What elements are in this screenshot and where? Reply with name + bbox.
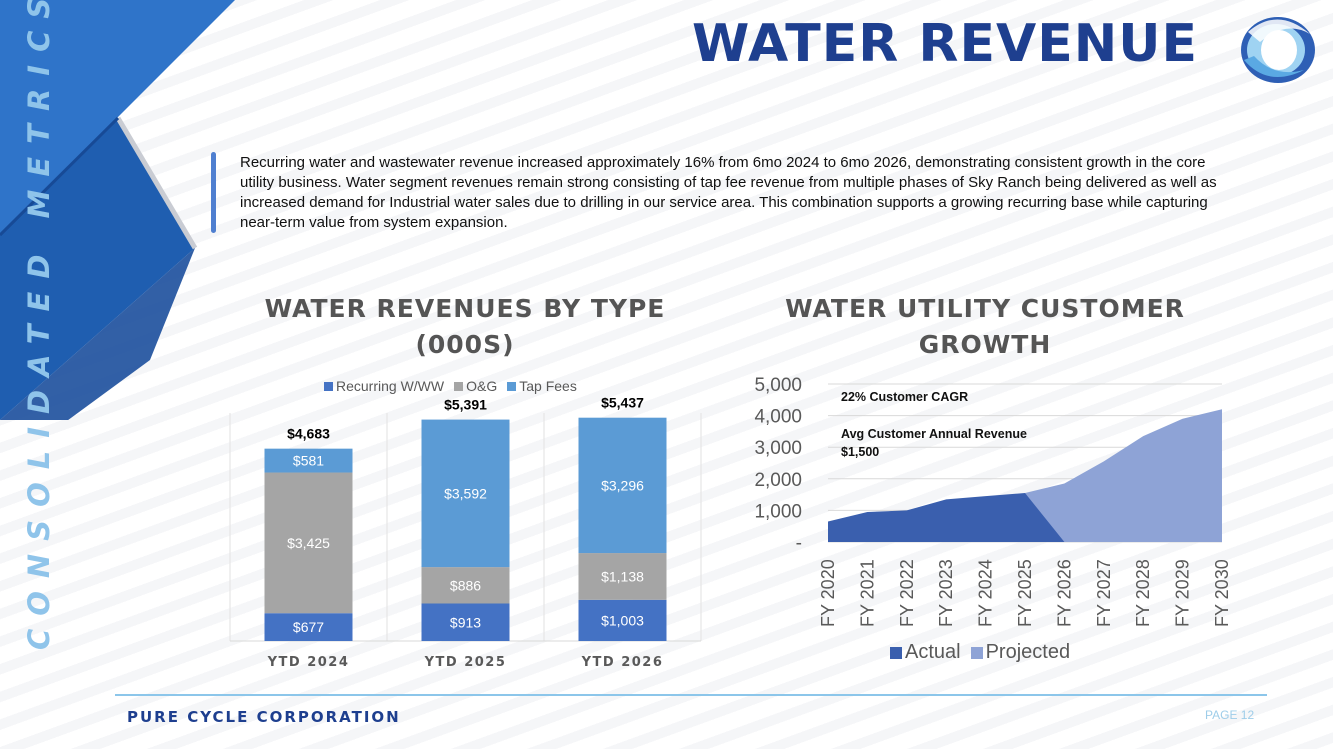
legend-swatch <box>970 646 983 659</box>
x-tick-label: YTD 2025 <box>424 655 507 670</box>
legend-label: Projected <box>985 641 1071 663</box>
actual-area <box>828 493 1065 542</box>
data-label: $3,592 <box>444 485 487 501</box>
accent-bar <box>211 152 216 233</box>
bar-segment <box>264 448 353 473</box>
x-tick-label: FY 2022 <box>897 559 917 627</box>
page-number: PAGE 12 <box>1205 708 1255 722</box>
x-tick-label: FY 2020 <box>818 559 838 627</box>
data-label: $913 <box>450 614 481 630</box>
legend-label: Recurring W/WW <box>336 378 445 394</box>
bar-segment <box>578 417 667 554</box>
y-tick-label: 2,000 <box>754 470 802 491</box>
area-chart-title: WATER UTILITY CUSTOMER GROWTH <box>770 291 1200 363</box>
y-tick-label: 3,000 <box>754 438 802 459</box>
projected-area <box>1025 409 1222 542</box>
chart-annotation: Avg Customer Annual Revenue <box>841 427 1027 441</box>
total-label: $5,391 <box>444 397 487 413</box>
bar-chart-title: WATER REVENUES BY TYPE (000S) <box>250 291 680 363</box>
chart-annotation: 22% Customer CAGR <box>841 390 968 404</box>
x-tick-label: FY 2028 <box>1133 559 1153 627</box>
x-tick-label: FY 2021 <box>857 559 877 627</box>
x-tick-label: FY 2026 <box>1054 559 1074 627</box>
y-tick-label: 4,000 <box>754 407 802 428</box>
total-label: $5,437 <box>601 395 644 411</box>
x-tick-label: FY 2027 <box>1094 559 1114 627</box>
bar-chart-title-line2: (000S) <box>415 330 515 359</box>
bar-segment <box>264 613 353 641</box>
data-label: $3,425 <box>287 535 330 551</box>
bar-segment <box>264 472 353 614</box>
legend-item-og: O&G <box>454 378 497 394</box>
x-tick-label: FY 2025 <box>1015 559 1035 627</box>
x-tick-label: FY 2029 <box>1173 559 1193 627</box>
x-tick-label: FY 2024 <box>976 559 996 627</box>
data-label: $677 <box>293 619 324 635</box>
bar-chart: $677 $3,425 $581 $4,683 YTD 2024 $913 $886 $3,5… <box>229 395 702 670</box>
x-tick-label: YTD 2024 <box>267 655 350 670</box>
section-side-label: CONSOLIDATED METRICS <box>22 0 56 650</box>
bar-chart-legend: Recurring W/WW O&G Tap Fees <box>324 378 587 394</box>
x-tick-label: FY 2023 <box>936 559 956 627</box>
data-label: $581 <box>293 453 324 469</box>
legend-item-actual: Actual <box>890 641 961 664</box>
x-tick-label: FY 2030 <box>1212 559 1232 627</box>
bar-segment <box>578 553 667 600</box>
wave-circle-logo-icon <box>1241 17 1315 83</box>
legend-label: O&G <box>466 378 498 394</box>
company-name: PURE CYCLE CORPORATION <box>127 708 401 726</box>
x-tick-label: YTD 2026 <box>581 655 664 670</box>
legend-label: Tap Fees <box>519 378 577 394</box>
data-label: $1,003 <box>601 612 644 628</box>
legend-label: Actual <box>905 641 961 663</box>
y-tick-label: 1,000 <box>754 501 802 522</box>
data-label: $886 <box>450 577 481 593</box>
legend-item-tap-fees: Tap Fees <box>507 378 577 394</box>
bar-segment <box>421 567 510 604</box>
y-tick-label: - <box>796 533 802 554</box>
legend-swatch <box>890 646 902 659</box>
area-chart-legend: Actual Projected <box>890 641 1080 664</box>
data-label: $3,296 <box>601 477 644 493</box>
intro-paragraph: Recurring water and wastewater revenue i… <box>240 154 1217 231</box>
area-chart-title-line1: WATER UTILITY CUSTOMER <box>785 294 1185 323</box>
bar-segment <box>421 603 510 641</box>
legend-item-recurring: Recurring W/WW <box>324 378 444 394</box>
chart-annotation: $1,500 <box>841 445 879 459</box>
bar-segment <box>578 599 667 641</box>
bar-chart-title-line1: WATER REVENUES BY TYPE <box>264 294 666 323</box>
bar-segment <box>421 419 510 568</box>
legend-swatch <box>507 381 517 391</box>
y-tick-label: 5,000 <box>754 375 802 396</box>
legend-swatch <box>324 381 333 391</box>
page-title: WATER REVENUE <box>692 14 1198 74</box>
corner-decoration <box>0 0 235 420</box>
area-chart: - 1,000 2,000 3,000 4,000 5,000 FY 2020 FY 2021… <box>754 375 1232 627</box>
data-label: $1,138 <box>601 568 644 584</box>
total-label: $4,683 <box>287 426 330 442</box>
legend-item-projected: Projected <box>970 641 1071 664</box>
footer-divider <box>115 694 1267 696</box>
area-chart-title-line2: GROWTH <box>918 330 1052 359</box>
legend-swatch <box>454 381 464 391</box>
